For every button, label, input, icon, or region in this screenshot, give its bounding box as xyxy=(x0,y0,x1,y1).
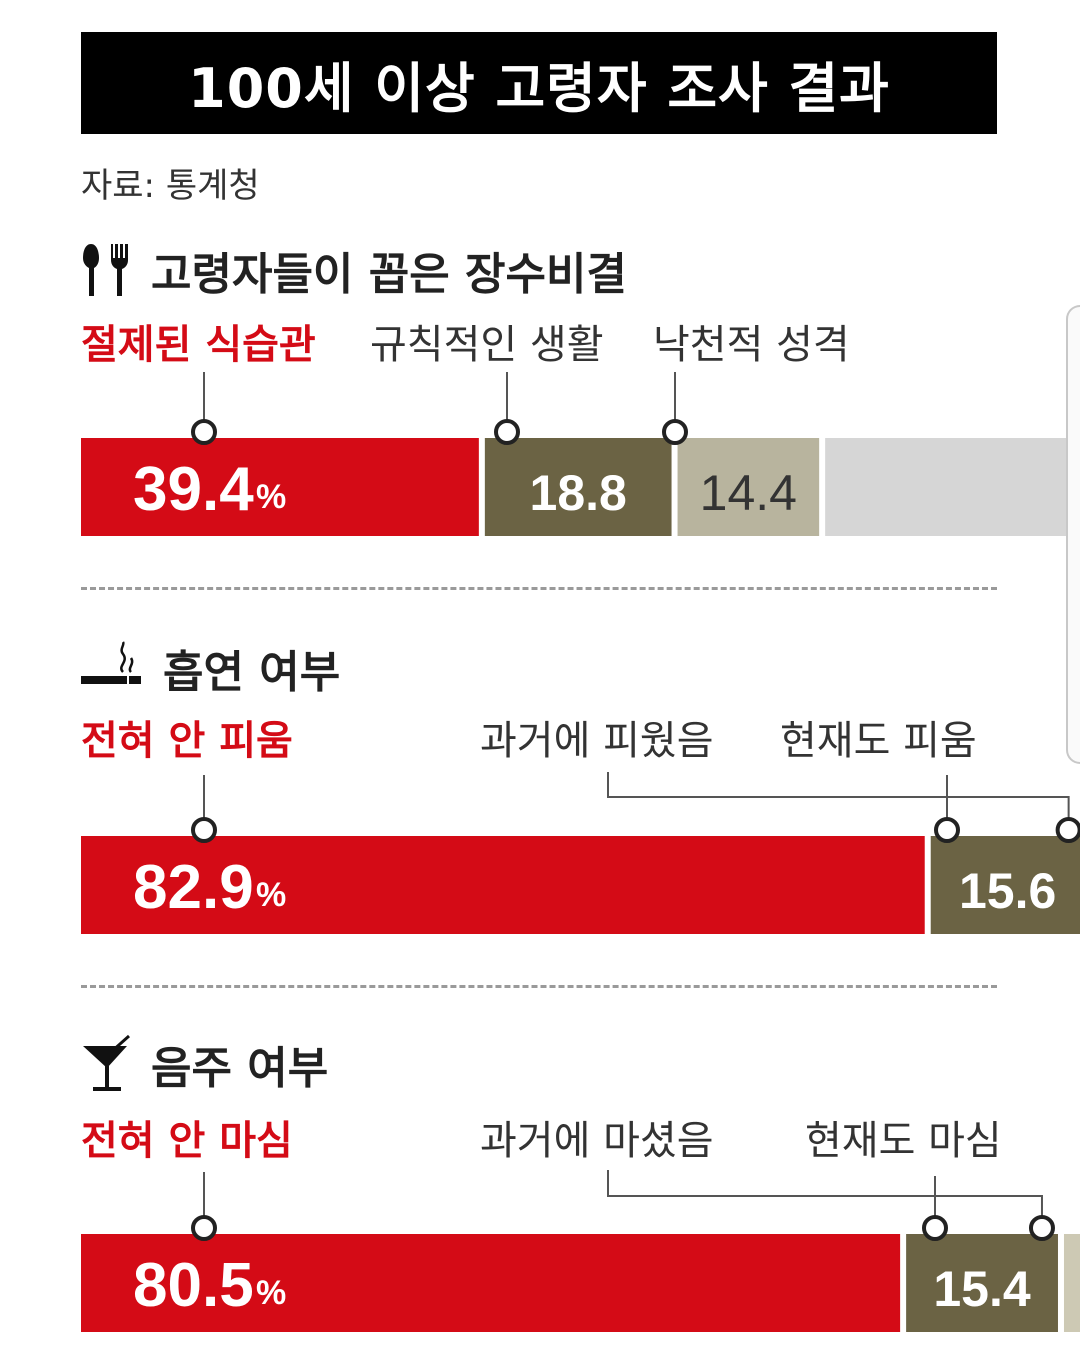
leader-marker xyxy=(494,419,520,445)
leader-marker xyxy=(191,817,217,843)
bar-segment xyxy=(81,836,925,934)
leader-marker xyxy=(934,817,960,843)
data-label: 15.4 xyxy=(933,1261,1031,1317)
bar-segment xyxy=(677,438,820,536)
section-title-text: 흡연 여부 xyxy=(163,647,341,698)
section-title-longevity: 고령자들이 꼽은 장수비결 xyxy=(81,238,627,302)
section-title-drinking: 음주 여부 xyxy=(81,1032,328,1096)
bar-segment xyxy=(81,438,479,536)
bar-segment xyxy=(1063,1234,1080,1332)
data-label: 15.6 xyxy=(959,863,1056,919)
page-title: 100세 이상 고령자 조사 결과 xyxy=(188,56,890,120)
source-note: 자료: 통계청 xyxy=(81,166,260,206)
data-label: 14.4 xyxy=(700,465,797,521)
section-title-smoking: 흡연 여부 xyxy=(81,636,340,700)
data-label: 82.9 xyxy=(133,853,254,922)
data-label-unit: % xyxy=(256,876,286,914)
cigarette-icon xyxy=(81,641,141,684)
leader-marker xyxy=(922,1215,948,1241)
leader-marker xyxy=(191,419,217,445)
legend-label: 과거에 피웠음 xyxy=(480,718,714,764)
data-label: 18.8 xyxy=(530,465,627,521)
leader-line xyxy=(607,772,1070,819)
leader-marker xyxy=(191,1215,217,1241)
data-label-unit: % xyxy=(256,1274,286,1312)
bar-segment xyxy=(825,438,1080,536)
leader-marker xyxy=(1028,1215,1055,1241)
legend-label: 전혀 안 마심 xyxy=(81,1118,293,1164)
data-label-unit: % xyxy=(256,478,286,516)
legend-label: 과거에 마셨음 xyxy=(480,1118,714,1164)
bar-segment xyxy=(484,438,672,536)
bar-segment xyxy=(906,1234,1058,1332)
fork-knife-icon xyxy=(83,244,128,296)
bar-segment xyxy=(81,1234,901,1332)
cocktail-icon xyxy=(83,1034,130,1091)
legend-label: 낙천적 성격 xyxy=(653,322,850,368)
section-title-text: 고령자들이 꼽은 장수비결 xyxy=(151,249,627,300)
legend-label: 전혀 안 피움 xyxy=(81,718,293,764)
leader-marker xyxy=(662,419,688,445)
title-bar: 100세 이상 고령자 조사 결과 xyxy=(81,32,997,134)
legend-label: 절제된 식습관 xyxy=(81,322,316,368)
legend-label: 현재도 마심 xyxy=(805,1118,1002,1164)
bar-segment xyxy=(930,836,1080,934)
scroll-handle[interactable] xyxy=(1066,305,1080,764)
leader-line xyxy=(607,1170,1043,1217)
legend-label: 현재도 피움 xyxy=(780,718,977,764)
legend-label: 규칙적인 생활 xyxy=(370,322,604,368)
section-title-text: 음주 여부 xyxy=(151,1043,329,1094)
section-divider xyxy=(81,985,997,988)
data-label: 80.5 xyxy=(133,1251,254,1320)
section-divider xyxy=(81,587,997,590)
data-label: 39.4 xyxy=(133,455,254,524)
leader-marker xyxy=(1055,817,1080,843)
